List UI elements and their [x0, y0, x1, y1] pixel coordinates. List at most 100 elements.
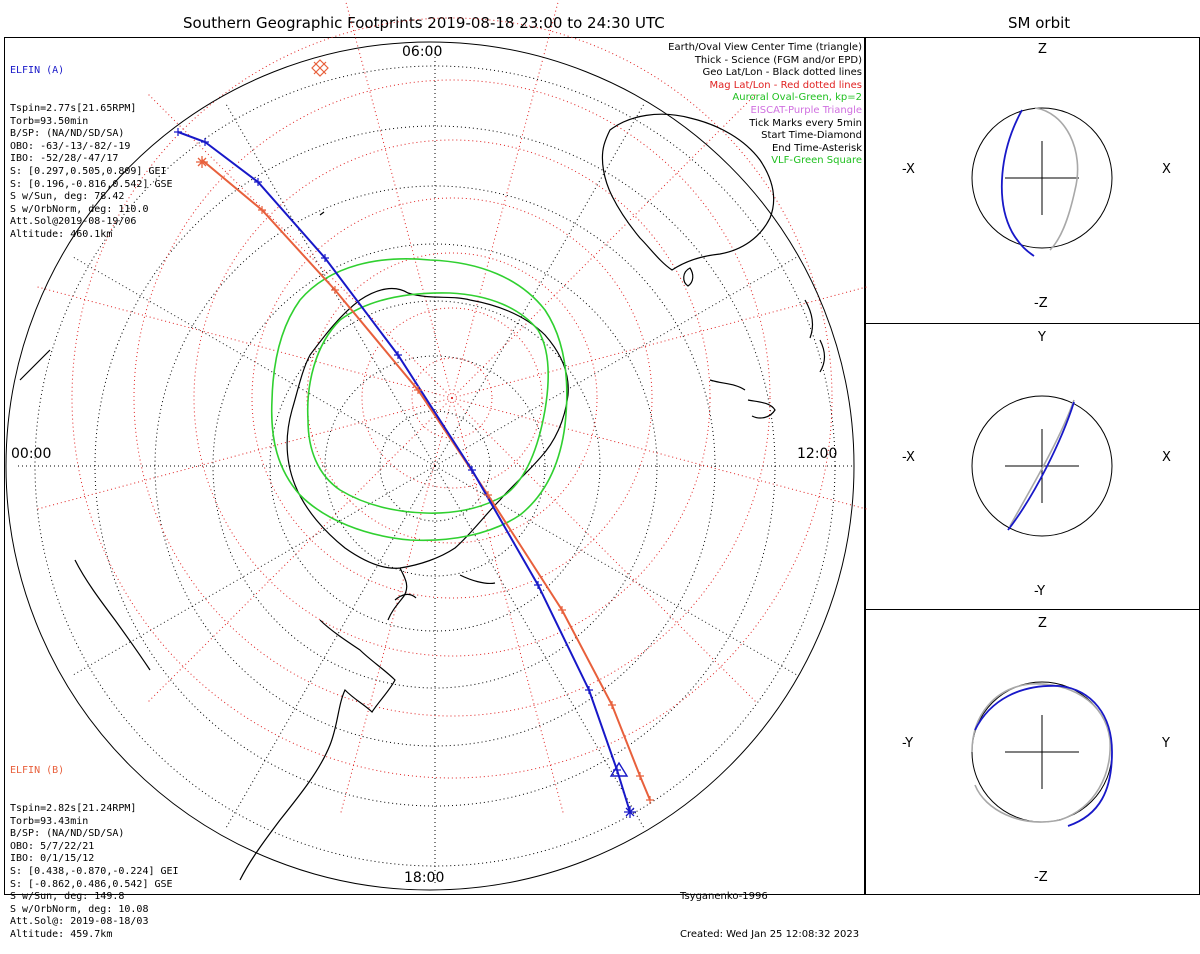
- mag-lat-circle: [133, 79, 771, 717]
- auroral-oval-outer: [270, 257, 568, 542]
- sm-axis-label-left: -X: [902, 450, 915, 465]
- legend: Earth/Oval View Center Time (triangle) Th…: [668, 42, 862, 168]
- mag-lat-circle: [306, 252, 598, 544]
- sm-axis-label-left: -X: [902, 162, 915, 177]
- hour-label-left: 00:00: [11, 446, 52, 462]
- elfin-b-line: Att.Sol@: 2019-08-18/03: [10, 916, 149, 928]
- hour-label-bottom: 18:00: [404, 870, 445, 886]
- sm-orbit-b: [1009, 399, 1075, 527]
- elfin-a-line: B/SP: (NA/ND/SD/SA): [10, 128, 125, 140]
- sm-orbit-panels: [971, 107, 1113, 827]
- elfin-b-line: S w/Sun, deg: 149.8: [10, 891, 125, 903]
- elfin-a-info: ELFIN (A) Tspin=2.77s[21.65RPM] Torb=93.5…: [10, 40, 173, 254]
- mag-lat-circle: [411, 357, 493, 439]
- elfin-a-tick: [468, 466, 476, 474]
- elfin-b-name: ELFIN (B): [10, 765, 65, 777]
- elfin-a-tick: [394, 351, 402, 359]
- elfin-b-tick: [608, 701, 616, 709]
- south-america-outline: [239, 619, 396, 881]
- elfin-b-line: B/SP: (NA/ND/SD/SA): [10, 828, 125, 840]
- australia-outline: [601, 113, 775, 271]
- mag-graticule: [36, 0, 868, 814]
- sm-axis-label-bottom: -Z: [1034, 296, 1048, 311]
- elfin-b-line: Tspin=2.82s[21.24RPM]: [10, 802, 137, 814]
- sm-orbit-b: [971, 683, 1111, 823]
- elfin-a-tick: [321, 254, 329, 262]
- legend-entry: VLF-Green Square: [771, 155, 862, 167]
- legend-entry: Tick Marks every 5min: [749, 117, 862, 129]
- elfin-b-line: Torb=93.43min: [10, 815, 89, 827]
- main-map: [4, 0, 1200, 895]
- legend-entry: End Time-Asterisk: [771, 142, 862, 154]
- sm-axis-label-bottom: -Z: [1034, 870, 1048, 885]
- hour-label-top: 06:00: [402, 44, 443, 60]
- mag-meridian: [451, 0, 560, 399]
- elfin-b-tick: [636, 772, 644, 780]
- elfin-b-end-asterisk: [196, 156, 208, 168]
- geo-meridian: [434, 465, 646, 830]
- elfin-b-line: S: [0.438,-0.870,-0.224] GEI: [10, 865, 179, 877]
- view-center-triangle: [609, 761, 629, 777]
- geo-meridian: [71, 255, 436, 467]
- elfin-a-line: S w/OrbNorm, deg: 110.0: [10, 203, 149, 215]
- auroral-oval-inner: [306, 292, 549, 514]
- mag-lat-circle: [193, 139, 711, 657]
- antarctic-peninsula: [387, 567, 408, 621]
- sm-panel-2: [971, 395, 1113, 537]
- sm-orbit-a: [1000, 109, 1035, 257]
- elfin-a-line: IBO: -52/28/-47/17: [10, 153, 119, 165]
- antarctica-outline: [286, 287, 569, 569]
- elfin-a-line: S: [0.297,0.505,0.809] GEI: [10, 165, 167, 177]
- mag-lat-circle: [251, 197, 653, 599]
- legend-entry: EISCAT-Purple Triangle: [750, 104, 863, 116]
- created-credit: Created: Wed Jan 25 12:08:32 2023: [680, 928, 860, 940]
- earth-horizon: [5, 41, 855, 891]
- elfin-a-tick: [254, 178, 262, 186]
- sm-axis-label-right: X: [1162, 162, 1171, 177]
- new-zealand: [804, 299, 826, 373]
- mag-lat-circle: [361, 307, 543, 489]
- elfin-b-tick: [558, 606, 566, 614]
- elfin-a-tick: [585, 686, 593, 694]
- sm-axis-label-top: Y: [1038, 330, 1046, 345]
- elfin-b-tick: [414, 386, 422, 394]
- sm-axis-label-right: X: [1162, 450, 1171, 465]
- elfin-a-track: [177, 131, 631, 813]
- plot-title: Southern Geographic Footprints 2019-08-1…: [183, 14, 665, 32]
- legend-entry: Earth/Oval View Center Time (triangle): [668, 42, 862, 53]
- legend-entry: Geo Lat/Lon - Black dotted lines: [702, 67, 862, 79]
- elfin-a-line: S: [0.196,-0.816,0.542] GSE: [10, 178, 173, 190]
- africa-outline: [19, 349, 151, 671]
- sm-axis-label-bottom: -Y: [1034, 584, 1046, 599]
- auroral-ovals: [270, 257, 568, 542]
- legend-entry: Thick - Science (FGM and/or EPD): [694, 54, 862, 66]
- elfin-b-line: Altitude: 459.7km: [10, 928, 113, 940]
- mag-meridian: [147, 397, 453, 703]
- mag-meridian: [451, 397, 757, 703]
- legend-entry: Auroral Oval-Green, kp=2: [732, 92, 862, 104]
- elfin-a-line: OBO: -63/-13/-82/-19: [10, 140, 131, 152]
- indian-ocean-islands: [319, 211, 776, 419]
- sm-panel-3: [971, 681, 1113, 827]
- elfin-a-line: Att.Sol@2019-08-19/06: [10, 216, 137, 228]
- elfin-a-tick: [534, 581, 542, 589]
- sm-earth-circle: [971, 395, 1113, 537]
- elfin-b-tick: [331, 286, 339, 294]
- model-credit: Tsyganenko-1996: [680, 891, 768, 903]
- credits: Tsyganenko-1996 Created: Wed Jan 25 12:0…: [680, 866, 859, 954]
- sm-orbit-a: [1007, 401, 1075, 531]
- sm-orbit-title: SM orbit: [1008, 14, 1071, 32]
- footprint-tracks: [174, 128, 654, 818]
- geo-lat-circle: [212, 243, 658, 689]
- elfin-b-tick: [258, 206, 266, 214]
- mag-meridian: [451, 286, 868, 399]
- elfin-a-name: ELFIN (A): [10, 65, 65, 77]
- tasmania: [683, 267, 694, 287]
- sm-earth-circle: [971, 107, 1113, 249]
- elfin-b-line: S: [-0.862,0.486,0.542] GSE: [10, 878, 173, 890]
- sm-axis-label-top: Z: [1038, 616, 1047, 631]
- elfin-b-tick: [484, 491, 492, 499]
- geo-meridian: [434, 102, 646, 467]
- ice-shelf-notch: [394, 574, 496, 601]
- geo-graticule: [15, 46, 855, 886]
